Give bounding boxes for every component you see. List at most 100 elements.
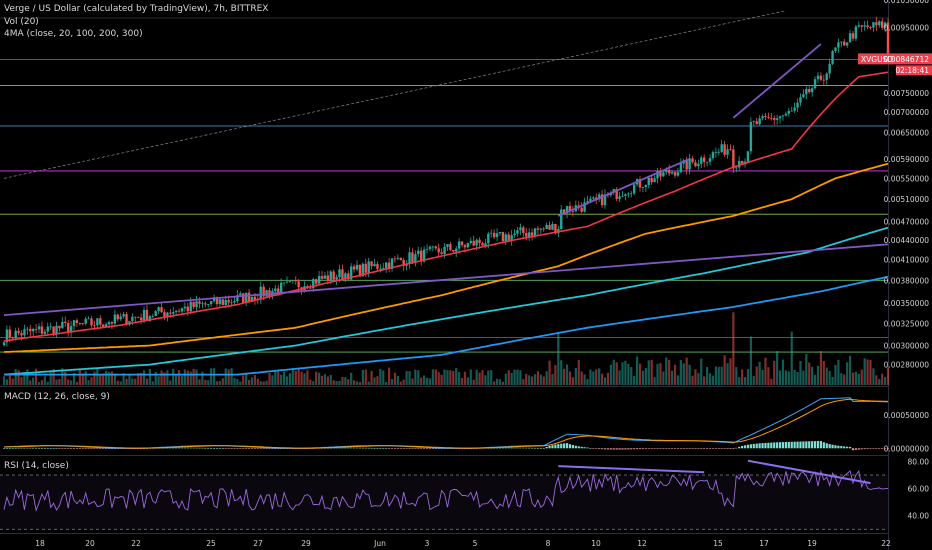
candle-body	[808, 89, 811, 93]
candle-body	[770, 117, 773, 119]
macd-histogram-bar	[866, 448, 869, 449]
candle-body	[277, 288, 280, 294]
macd-histogram-bar	[163, 447, 166, 449]
volume-bar	[291, 368, 294, 385]
volume-bar	[309, 379, 312, 385]
macd-histogram-bar	[743, 445, 747, 449]
volume-bar	[761, 369, 764, 385]
candle-body	[700, 157, 703, 164]
volume-bar	[679, 360, 682, 385]
volume-bar	[131, 378, 134, 385]
candle-body	[233, 301, 236, 303]
macd-histogram-bar	[26, 447, 29, 449]
volume-bar	[40, 380, 44, 385]
candle-body	[831, 51, 834, 64]
rsi-tick-label: 60.00	[908, 485, 930, 494]
volume-bar	[539, 374, 542, 385]
candle-body	[761, 116, 764, 119]
macd-histogram-bar	[361, 447, 364, 449]
macd-histogram-bar	[414, 448, 417, 449]
macd-histogram-bar	[819, 441, 822, 449]
candle-body	[796, 102, 799, 108]
candle-body	[490, 232, 493, 234]
macd-histogram-bar	[169, 447, 172, 449]
macd-histogram-bar	[46, 448, 49, 449]
macd-histogram-bar	[688, 448, 691, 449]
candle-body	[469, 240, 472, 244]
volume-bar	[67, 379, 70, 385]
volume-bar	[242, 375, 245, 385]
macd-histogram-bar	[14, 447, 17, 449]
rsi-tick-label: 80.00	[908, 457, 930, 466]
macd-histogram-bar	[99, 448, 102, 449]
volume-bar	[17, 370, 20, 385]
volume-bar	[29, 380, 32, 385]
macd-histogram-bar	[694, 448, 697, 449]
macd-histogram-bar	[673, 448, 677, 449]
macd-histogram-bar	[638, 448, 642, 450]
candle-body	[586, 201, 589, 203]
macd-histogram-bar	[554, 444, 557, 449]
volume-bar	[34, 368, 38, 385]
macd-histogram-bar	[332, 447, 335, 449]
time-tick-label: 27	[253, 539, 263, 548]
candle-body	[729, 149, 732, 151]
candle-body	[641, 187, 645, 188]
volume-bar	[379, 368, 382, 385]
macd-histogram-bar	[805, 441, 808, 449]
macd-histogram-bar	[428, 448, 432, 449]
volume-bar	[128, 373, 131, 385]
volume-bar	[554, 365, 557, 385]
macd-histogram-bar	[215, 448, 219, 449]
macd-histogram-bar	[210, 448, 213, 449]
macd-histogram-bar	[787, 441, 790, 449]
volume-bar	[854, 371, 858, 385]
macd-histogram-bar	[863, 448, 866, 450]
volume-bar	[513, 369, 516, 385]
volume-bar	[837, 359, 840, 385]
macd-histogram-bar	[656, 448, 659, 449]
candle-body	[446, 244, 449, 247]
volume-bar	[542, 376, 545, 385]
volume-bar	[72, 372, 76, 385]
candle-body	[382, 268, 385, 269]
macd-histogram-bar	[198, 447, 201, 449]
candle-body	[244, 292, 248, 303]
volume-bar	[618, 370, 621, 385]
volume-bar	[259, 381, 262, 385]
candle-body	[551, 223, 554, 230]
macd-histogram-bar	[265, 448, 268, 449]
candle-body	[457, 241, 461, 249]
volume-bar	[811, 366, 814, 385]
candle-body	[137, 316, 140, 318]
macd-histogram-bar	[729, 448, 732, 450]
candle-body	[510, 235, 513, 241]
candle-body	[393, 258, 397, 260]
candle-body	[688, 158, 691, 170]
volume-bar	[662, 371, 665, 385]
macd-histogram-bar	[528, 447, 531, 449]
macd-histogram-bar	[796, 441, 799, 449]
volume-bar	[294, 370, 297, 385]
candle-body	[34, 328, 38, 330]
candle-body	[825, 73, 828, 80]
candle-body	[872, 22, 875, 28]
price-tick-label: 0.00410000	[884, 255, 930, 264]
candle-body	[186, 306, 190, 312]
candle-body	[764, 116, 767, 118]
macd-histogram-bar	[703, 448, 706, 449]
macd-histogram-bar	[64, 448, 67, 449]
candle-body	[174, 310, 178, 313]
volume-bar	[735, 367, 738, 385]
volume-bar	[425, 377, 429, 385]
volume-bar	[201, 371, 204, 385]
volume-bar	[43, 376, 46, 385]
volume-bar	[160, 370, 163, 385]
candle-body	[8, 329, 12, 338]
time-tick-label: 22	[881, 539, 891, 548]
candle-body	[183, 306, 187, 309]
volume-bar	[746, 369, 750, 385]
candle-body	[443, 246, 446, 254]
candle-body	[314, 279, 318, 284]
